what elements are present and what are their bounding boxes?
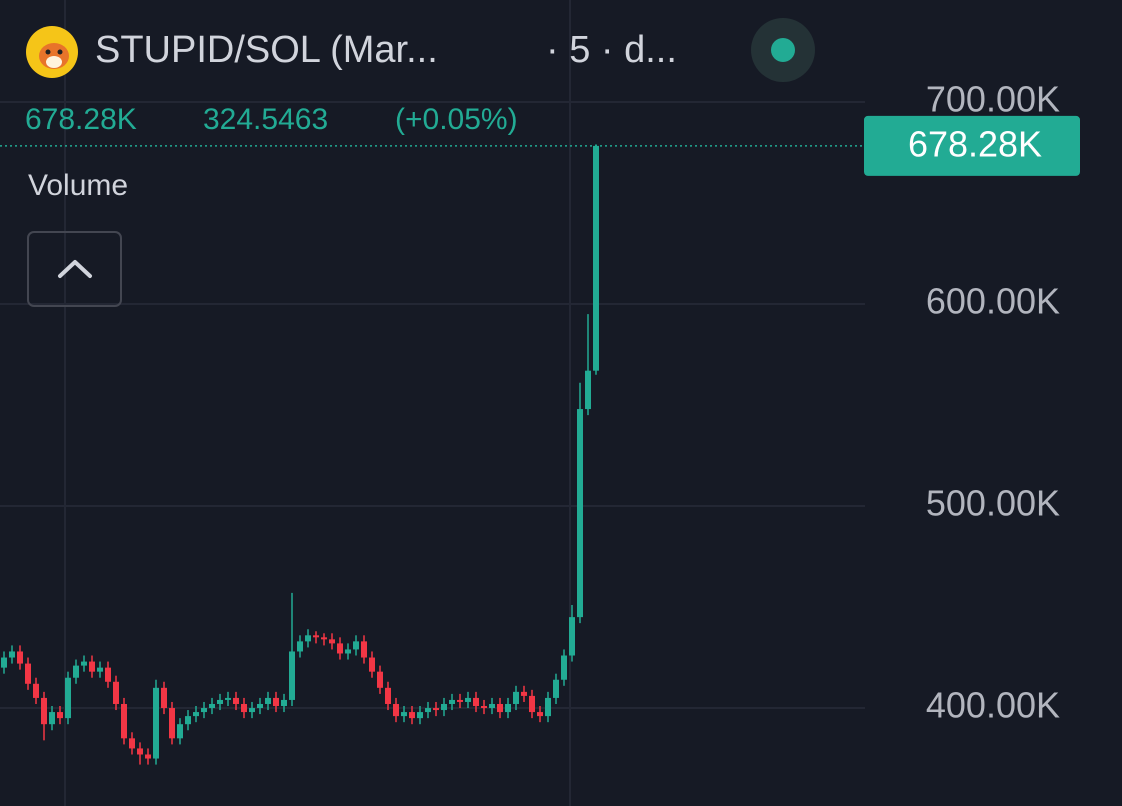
candle-body	[177, 724, 183, 739]
candle-body	[241, 703, 247, 713]
candle-body	[345, 649, 351, 654]
candle-body	[361, 641, 367, 658]
candle-body	[497, 703, 503, 713]
candle-body	[521, 691, 527, 696]
candle-body	[449, 699, 455, 704]
candle-body	[113, 681, 119, 704]
candle-body	[33, 683, 39, 698]
candle-body	[481, 706, 487, 709]
candle-body	[57, 712, 63, 719]
candle-body	[49, 712, 55, 725]
candle-body	[201, 708, 207, 713]
candle-body	[145, 754, 151, 759]
candle-body	[121, 703, 127, 739]
candle-body	[505, 703, 511, 713]
candle-body	[161, 687, 167, 709]
candle-body	[425, 708, 431, 713]
y-tick-label: 500.00K	[926, 483, 1060, 524]
candle-body	[377, 671, 383, 688]
candle-body	[321, 637, 327, 640]
candle-body	[273, 697, 279, 707]
y-tick-label: 400.00K	[926, 685, 1060, 726]
candle-body	[473, 697, 479, 707]
candle-body	[441, 703, 447, 711]
candle-body	[73, 665, 79, 678]
candle-body	[457, 699, 463, 702]
candle-body	[137, 748, 143, 755]
candle-body	[353, 641, 359, 650]
last-price-label: 678.28K	[908, 123, 1042, 164]
candle-body	[257, 703, 263, 709]
candle-body	[81, 661, 87, 666]
candle-body	[489, 703, 495, 709]
candle-body	[9, 651, 15, 658]
candle-body	[465, 697, 471, 702]
candle-body	[537, 712, 543, 717]
candle-body	[153, 687, 159, 759]
candle-body	[577, 409, 583, 618]
candle-body	[417, 712, 423, 719]
candle-body	[17, 651, 23, 664]
candle-body	[585, 370, 591, 410]
candle-body	[97, 667, 103, 672]
chevron-icon	[58, 260, 92, 278]
candle-body	[305, 635, 311, 642]
candle-body	[401, 712, 407, 717]
candle-body	[249, 708, 255, 713]
symbol-logo	[26, 26, 78, 78]
candle-body	[289, 651, 295, 700]
candle-body	[369, 657, 375, 672]
change-value: 324.5463	[203, 103, 328, 136]
candle-body	[89, 661, 95, 672]
candle-body	[217, 699, 223, 704]
candle-body	[569, 617, 575, 656]
candle-body	[225, 697, 231, 700]
candle-body	[561, 655, 567, 680]
symbol-title: STUPID/SOL (Mar...	[95, 29, 438, 71]
plot-area	[0, 101, 865, 765]
collapse-button[interactable]	[27, 231, 122, 307]
candle-body	[1, 657, 7, 668]
last-value: 678.28K	[25, 103, 137, 136]
candle-body	[545, 697, 551, 717]
candle-body	[409, 712, 415, 719]
candle-body	[337, 643, 343, 654]
candle-body	[65, 677, 71, 719]
candle-body	[529, 695, 535, 713]
candle-body	[105, 667, 111, 682]
candle-body	[329, 639, 335, 644]
candle-body	[553, 679, 559, 698]
candle-body	[593, 145, 599, 371]
candle-body	[385, 687, 391, 704]
candle-body	[25, 663, 31, 684]
indicator-label: Volume	[28, 169, 128, 202]
candle-body	[169, 708, 175, 739]
candle-body	[209, 703, 215, 709]
change-percent: (+0.05%)	[395, 103, 518, 136]
status-dot	[771, 38, 795, 62]
candle-body	[513, 691, 519, 704]
y-tick-label: 600.00K	[926, 281, 1060, 322]
candle-body	[297, 641, 303, 652]
candle-body	[281, 699, 287, 707]
candle-body	[129, 738, 135, 749]
candle-body	[185, 716, 191, 725]
interval-label: · 5 · d...	[546, 29, 677, 71]
candle-body	[193, 712, 199, 717]
last-price-box	[864, 115, 1080, 176]
candle-body	[433, 708, 439, 711]
candle-body	[233, 697, 239, 704]
candle-body	[265, 697, 271, 704]
candle-body	[393, 703, 399, 717]
candle-body	[41, 697, 47, 725]
candle-body	[313, 635, 319, 638]
y-tick-label: 700.00K	[926, 79, 1060, 120]
